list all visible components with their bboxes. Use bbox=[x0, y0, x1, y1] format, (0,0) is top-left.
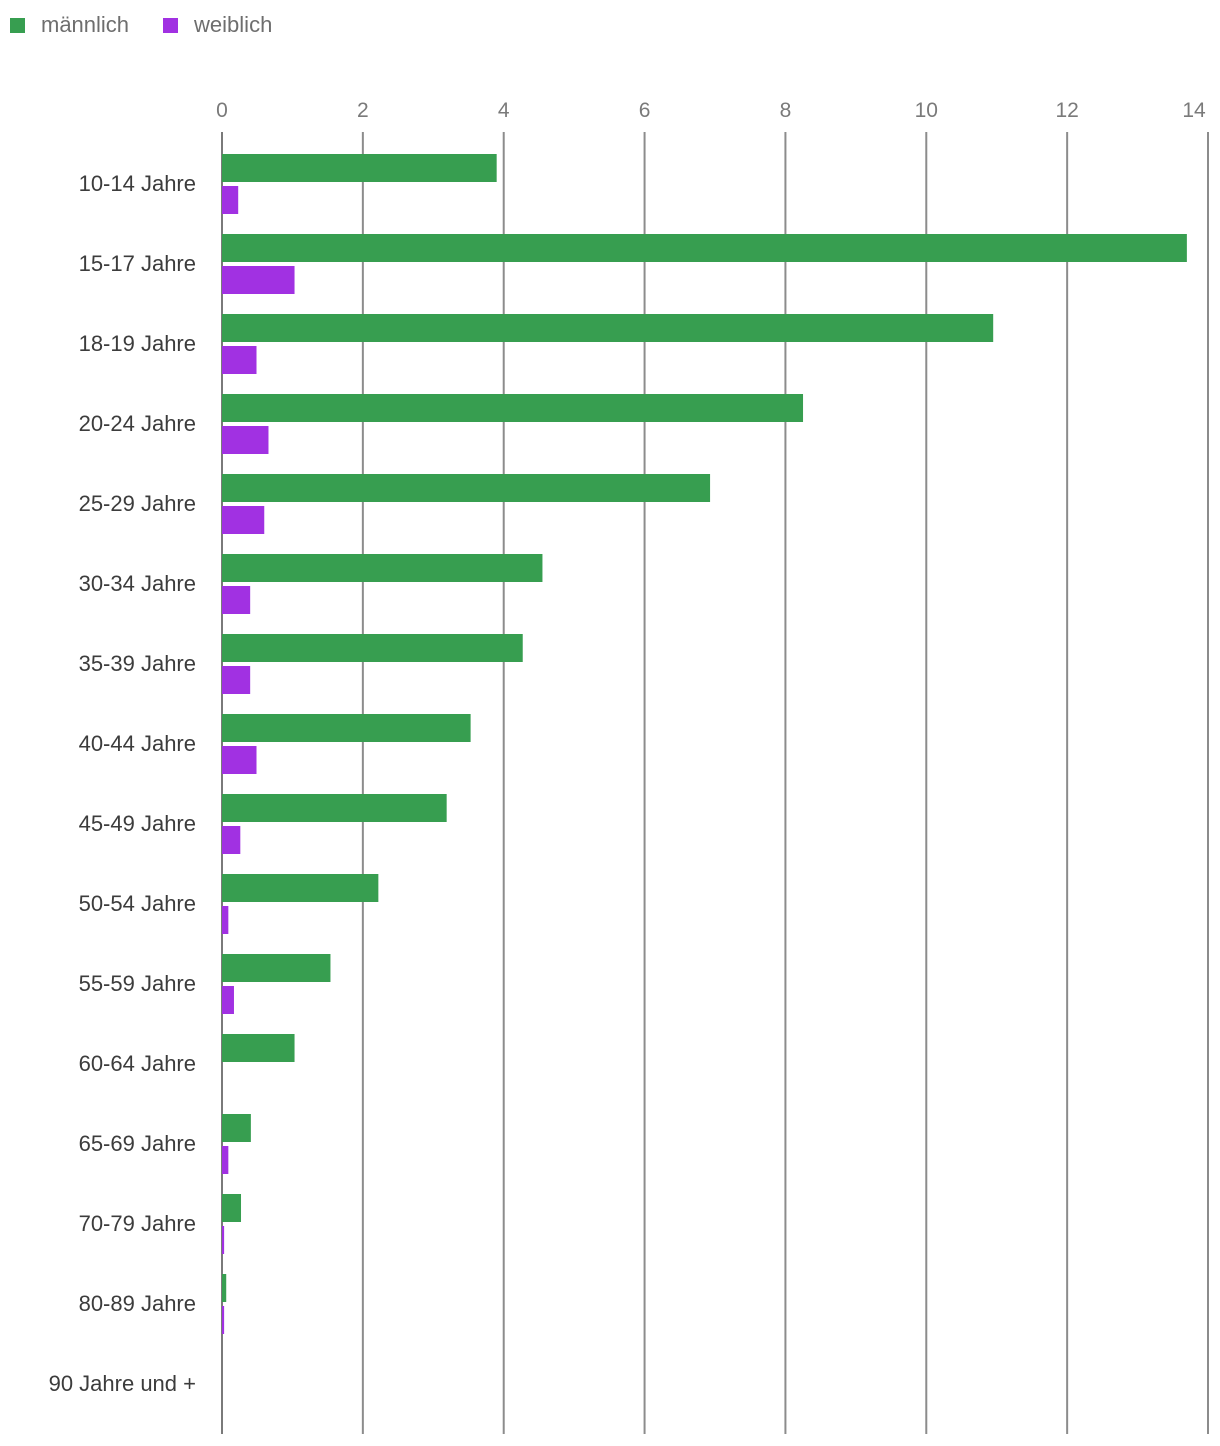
x-tick-label-8: 8 bbox=[780, 99, 792, 122]
bar-maennlich[interactable] bbox=[222, 154, 497, 182]
legend-swatch-maennlich bbox=[10, 17, 25, 33]
bars bbox=[222, 154, 1187, 1334]
bar-weiblich[interactable] bbox=[222, 426, 269, 454]
bar-maennlich[interactable] bbox=[222, 1194, 242, 1222]
y-category-label: 45-49 Jahre bbox=[79, 811, 196, 836]
legend-label-maennlich: männlich bbox=[41, 12, 130, 37]
y-category-label: 10-14 Jahre bbox=[79, 171, 196, 196]
y-category-label: 30-34 Jahre bbox=[79, 571, 196, 596]
bar-maennlich[interactable] bbox=[222, 554, 543, 582]
x-tick-label-4: 4 bbox=[498, 99, 510, 122]
legend: männlich weiblich bbox=[10, 12, 272, 38]
y-category-label: 55-59 Jahre bbox=[79, 971, 196, 996]
x-axis-ticks: 0 2 4 6 8 10 12 14 bbox=[216, 99, 1206, 122]
legend-swatch-weiblich bbox=[163, 17, 179, 33]
x-tick-label-0: 0 bbox=[216, 99, 228, 122]
bar-maennlich[interactable] bbox=[222, 714, 471, 742]
legend-item-maennlich[interactable]: männlich bbox=[10, 12, 129, 38]
bar-maennlich[interactable] bbox=[222, 474, 711, 502]
y-axis-labels: 10-14 Jahre 15-17 Jahre 18-19 Jahre 20-24 J… bbox=[49, 171, 196, 1396]
y-category-label: 90 Jahre und + bbox=[49, 1371, 196, 1396]
bar-maennlich[interactable] bbox=[222, 1274, 227, 1302]
y-category-label: 40-44 Jahre bbox=[79, 731, 196, 756]
y-category-label: 70-79 Jahre bbox=[79, 1211, 196, 1236]
bar-weiblich[interactable] bbox=[222, 1226, 225, 1254]
y-category-label: 25-29 Jahre bbox=[79, 491, 196, 516]
bar-maennlich[interactable] bbox=[222, 634, 523, 662]
bar-weiblich[interactable] bbox=[222, 186, 239, 214]
x-tick-label-10: 10 bbox=[915, 99, 938, 122]
bar-weiblich[interactable] bbox=[222, 266, 295, 294]
bar-weiblich[interactable] bbox=[222, 906, 229, 934]
bar-maennlich[interactable] bbox=[222, 234, 1187, 262]
legend-label-weiblich: weiblich bbox=[194, 12, 273, 37]
bar-weiblich[interactable] bbox=[222, 506, 265, 534]
y-category-label: 35-39 Jahre bbox=[79, 651, 196, 676]
bar-maennlich[interactable] bbox=[222, 1114, 251, 1142]
x-tick-label-12: 12 bbox=[1055, 99, 1078, 122]
bar-weiblich[interactable] bbox=[222, 986, 234, 1014]
bar-maennlich[interactable] bbox=[222, 954, 331, 982]
y-category-label: 65-69 Jahre bbox=[79, 1131, 196, 1156]
y-category-label: 18-19 Jahre bbox=[79, 331, 196, 356]
bar-maennlich[interactable] bbox=[222, 314, 994, 342]
bar-maennlich[interactable] bbox=[222, 874, 379, 902]
x-tick-label-14: 14 bbox=[1182, 99, 1206, 122]
bar-weiblich[interactable] bbox=[222, 586, 251, 614]
bar-maennlich[interactable] bbox=[222, 794, 447, 822]
bar-weiblich[interactable] bbox=[222, 666, 251, 694]
y-category-label: 50-54 Jahre bbox=[79, 891, 196, 916]
bar-weiblich[interactable] bbox=[222, 826, 241, 854]
bar-weiblich[interactable] bbox=[222, 746, 257, 774]
bar-maennlich[interactable] bbox=[222, 1034, 295, 1062]
bar-weiblich[interactable] bbox=[222, 1146, 229, 1174]
y-category-label: 20-24 Jahre bbox=[79, 411, 196, 436]
y-category-label: 80-89 Jahre bbox=[79, 1291, 196, 1316]
x-tick-label-6: 6 bbox=[639, 99, 651, 122]
bar-weiblich[interactable] bbox=[222, 346, 257, 374]
x-tick-label-2: 2 bbox=[357, 99, 369, 122]
bar-maennlich[interactable] bbox=[222, 394, 804, 422]
bar-weiblich[interactable] bbox=[222, 1306, 225, 1334]
legend-item-weiblich[interactable]: weiblich bbox=[163, 12, 272, 38]
y-category-label: 15-17 Jahre bbox=[79, 251, 196, 276]
y-category-label: 60-64 Jahre bbox=[79, 1051, 196, 1076]
